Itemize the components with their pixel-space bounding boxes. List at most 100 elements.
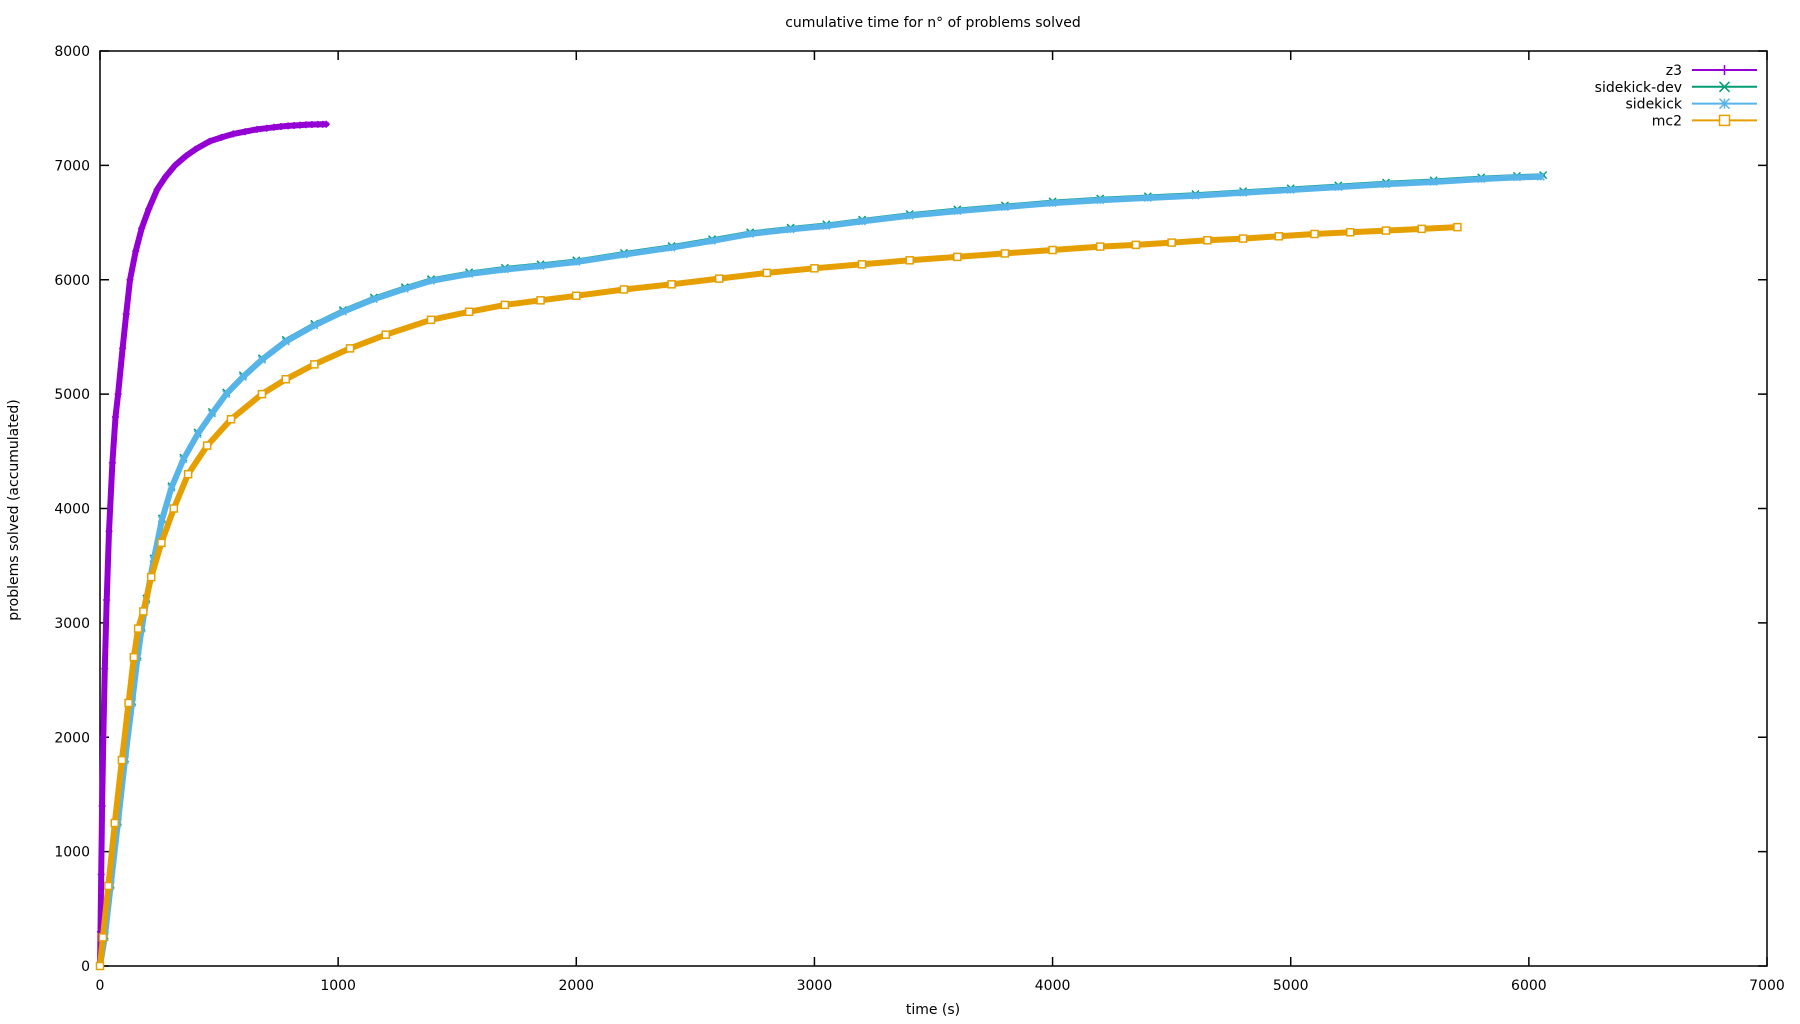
marker-square: [1095, 242, 1105, 251]
marker-square: [381, 330, 391, 339]
marker-plus: [191, 145, 199, 153]
marker-plus: [119, 344, 127, 352]
marker-square: [226, 415, 236, 424]
legend-label-z3: z3: [1666, 63, 1682, 79]
marker-asterisk: [281, 337, 290, 346]
x-tick-label: 1000: [320, 978, 356, 994]
marker-asterisk: [426, 276, 436, 285]
y-tick-label: 5000: [54, 387, 90, 403]
marker-square: [1417, 224, 1426, 234]
x-tick-label: 2000: [558, 978, 594, 994]
marker-asterisk: [179, 455, 188, 464]
marker-square: [464, 307, 474, 317]
marker-plus: [103, 596, 111, 604]
legend-item-mc2: mc2: [1652, 113, 1757, 129]
y-tick-label: 4000: [54, 502, 90, 518]
marker-square: [1000, 249, 1010, 258]
legend-item-sidekick-dev: sidekick-dev: [1595, 80, 1757, 96]
marker-asterisk: [500, 265, 509, 274]
marker-square: [426, 315, 436, 325]
marker-plus: [308, 121, 316, 129]
series-line-sidekick-dev: [98, 173, 1545, 968]
marker-asterisk: [338, 307, 347, 316]
marker-asterisk: [746, 229, 755, 239]
marker-asterisk: [858, 217, 867, 226]
marker-asterisk: [157, 515, 166, 524]
marker-square: [619, 285, 629, 294]
marker-asterisk: [1048, 199, 1057, 208]
marker-square: [500, 300, 510, 310]
marker-asterisk: [1191, 191, 1200, 200]
marker-asterisk: [1000, 203, 1009, 212]
y-tick-label: 1000: [54, 845, 90, 861]
marker-square: [667, 280, 676, 289]
marker-square: [124, 698, 133, 708]
marker-asterisk: [707, 236, 717, 245]
marker-plus: [108, 459, 116, 467]
marker-square: [1346, 228, 1355, 237]
marker-asterisk: [667, 243, 676, 252]
marker-square: [1381, 226, 1391, 235]
marker-asterisk: [193, 430, 202, 439]
marker-square: [1203, 236, 1212, 245]
x-tick-label: 3000: [797, 978, 833, 994]
marker-plus: [277, 122, 285, 130]
marker-cross: [1718, 81, 1731, 93]
series-line-sidekick: [97, 173, 1544, 969]
y-axis-label: problems solved (accumulated): [6, 399, 22, 620]
marker-square: [905, 256, 914, 265]
marker-plus: [253, 125, 261, 133]
marker-square: [762, 268, 772, 278]
marker-plus: [99, 733, 107, 741]
marker-plus: [126, 276, 134, 284]
marker-square: [1453, 222, 1462, 232]
marker-asterisk: [400, 284, 409, 293]
marker-asterisk: [238, 372, 247, 381]
marker-plus: [206, 137, 214, 145]
marker-asterisk: [222, 390, 231, 399]
marker-asterisk: [1718, 98, 1731, 110]
marker-asterisk: [207, 409, 216, 418]
y-tick-label: 0: [81, 959, 90, 975]
marker-square: [572, 291, 581, 301]
marker-square: [810, 264, 819, 273]
marker-asterisk: [1239, 188, 1248, 197]
marker-square: [310, 360, 319, 369]
marker-plus: [1719, 65, 1730, 75]
marker-square: [714, 274, 724, 283]
marker-plus: [217, 133, 225, 141]
marker-plus: [138, 224, 146, 232]
series-z3: [96, 120, 330, 970]
marker-square: [1131, 240, 1141, 250]
marker-square: [1048, 245, 1057, 255]
marker-plus: [229, 130, 237, 138]
marker-asterisk: [310, 321, 319, 330]
marker-square: [1238, 234, 1248, 243]
marker-square: [183, 469, 193, 479]
legend-item-z3: z3: [1666, 63, 1757, 79]
marker-plus: [111, 413, 119, 421]
marker-square: [857, 260, 867, 269]
marker-asterisk: [1381, 180, 1391, 189]
marker-asterisk: [465, 270, 474, 279]
marker-asterisk: [1536, 172, 1545, 181]
marker-square: [133, 624, 143, 633]
y-tick-label: 6000: [54, 273, 90, 289]
marker-asterisk: [905, 211, 914, 220]
marker-plus: [161, 173, 169, 181]
marker-plus: [182, 152, 190, 160]
marker-asterisk: [619, 250, 628, 259]
marker-asterisk: [1512, 173, 1521, 182]
marker-asterisk: [167, 483, 176, 492]
x-axis-label: time (s): [906, 1002, 960, 1018]
marker-square: [146, 572, 156, 582]
chart-title: cumulative time for n° of problems solve…: [785, 15, 1081, 31]
x-tick-label: 7000: [1749, 978, 1785, 994]
series-layer: [95, 120, 1548, 971]
marker-square: [953, 252, 962, 262]
legend-label-sidekick: sidekick: [1626, 97, 1683, 113]
x-tick-label: 4000: [1035, 978, 1071, 994]
marker-square: [281, 375, 291, 384]
